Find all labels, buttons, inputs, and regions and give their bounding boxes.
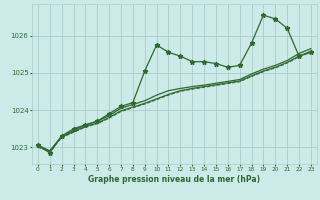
X-axis label: Graphe pression niveau de la mer (hPa): Graphe pression niveau de la mer (hPa) — [88, 175, 260, 184]
